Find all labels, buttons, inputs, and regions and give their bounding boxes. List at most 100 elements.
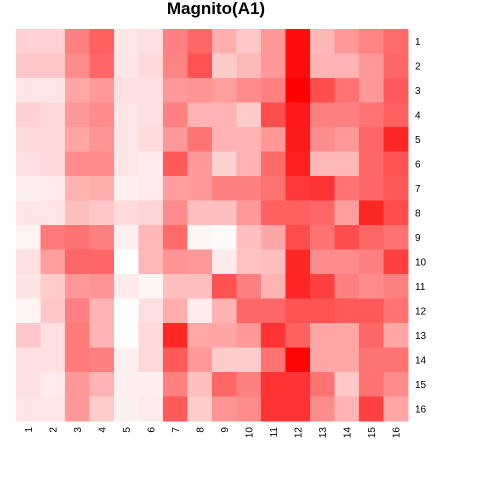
heatmap-cell xyxy=(138,127,164,152)
column-tick-label: 6 xyxy=(146,427,157,433)
heatmap-cell xyxy=(40,372,66,397)
heatmap-cell xyxy=(212,78,237,103)
heatmap-cell xyxy=(334,29,360,54)
heatmap-cell xyxy=(187,102,213,128)
heatmap-cell xyxy=(383,225,409,250)
heatmap-cell xyxy=(138,396,164,422)
heatmap-cell xyxy=(310,127,335,152)
row-tick-label: 5 xyxy=(415,135,421,146)
heatmap-cell xyxy=(187,176,213,201)
heatmap-cell xyxy=(40,78,66,103)
heatmap-cell xyxy=(163,323,188,348)
heatmap-cell xyxy=(310,200,335,226)
row-tick-label: 11 xyxy=(415,282,426,293)
row-tick-label: 12 xyxy=(415,306,427,317)
column-tick-label: 16 xyxy=(391,427,402,439)
heatmap-cell xyxy=(334,78,360,103)
heatmap-cell xyxy=(261,396,286,422)
heatmap-cell xyxy=(114,249,139,275)
heatmap-cell xyxy=(261,249,286,275)
heatmap-cell xyxy=(285,323,311,348)
heatmap-cell xyxy=(236,396,262,422)
heatmap-cell xyxy=(187,396,213,422)
heatmap-cell xyxy=(163,249,188,275)
heatmap-cell xyxy=(16,102,41,128)
heatmap-cell xyxy=(359,323,384,348)
heatmap-cell xyxy=(65,372,90,397)
heatmap-cell xyxy=(261,29,286,54)
heatmap-cell xyxy=(16,151,41,177)
heatmap-cell xyxy=(187,372,213,397)
heatmap-cell xyxy=(114,29,139,54)
heatmap-cell xyxy=(40,298,66,324)
heatmap-cell xyxy=(40,396,66,422)
heatmap-cell xyxy=(40,323,66,348)
heatmap-cell xyxy=(187,323,213,348)
heatmap-cell xyxy=(212,151,237,177)
heatmap-cell xyxy=(138,102,164,128)
heatmap-cell xyxy=(212,396,237,422)
column-tick-label: 8 xyxy=(195,427,206,433)
heatmap-cell xyxy=(16,396,41,422)
heatmap-cell xyxy=(163,102,188,128)
heatmap-cell xyxy=(261,151,286,177)
row-tick-label: 2 xyxy=(415,61,421,72)
heatmap-cell xyxy=(383,372,409,397)
heatmap-cell xyxy=(187,78,213,103)
row-tick-label: 6 xyxy=(415,159,421,170)
heatmap-cell xyxy=(16,372,41,397)
heatmap-cell xyxy=(65,176,90,201)
heatmap-cell xyxy=(285,53,311,79)
heatmap-cell xyxy=(383,249,409,275)
heatmap-cell xyxy=(16,127,41,152)
heatmap-cell xyxy=(187,29,213,54)
heatmap-cell xyxy=(138,323,164,348)
heatmap-cell xyxy=(40,249,66,275)
heatmap-cell xyxy=(114,396,139,422)
heatmap-cell xyxy=(212,225,237,250)
heatmap-cell xyxy=(89,225,115,250)
heatmap-cell xyxy=(359,29,384,54)
heatmap-cell xyxy=(236,249,262,275)
heatmap-cell xyxy=(89,200,115,226)
heatmap-cell xyxy=(89,396,115,422)
heatmap-cell xyxy=(310,249,335,275)
heatmap-cell xyxy=(261,200,286,226)
heatmap-cell xyxy=(359,347,384,373)
column-tick-label: 3 xyxy=(73,427,84,433)
heatmap-cell xyxy=(383,200,409,226)
heatmap-cell xyxy=(40,225,66,250)
heatmap-cell xyxy=(163,396,188,422)
heatmap-cell xyxy=(163,347,188,373)
heatmap-cell xyxy=(16,53,41,79)
heatmap-cell xyxy=(40,151,66,177)
heatmap-cell xyxy=(40,102,66,128)
heatmap-cell xyxy=(383,323,409,348)
heatmap-cell xyxy=(334,127,360,152)
heatmap-cell xyxy=(261,372,286,397)
row-tick-label: 10 xyxy=(415,257,427,268)
column-tick-label: 4 xyxy=(97,427,108,433)
heatmap-cell xyxy=(65,274,90,299)
heatmap-cell xyxy=(163,53,188,79)
heatmap-cell xyxy=(138,53,164,79)
heatmap-cell xyxy=(310,323,335,348)
heatmap-cell xyxy=(310,53,335,79)
heatmap-cell xyxy=(236,53,262,79)
row-tick-label: 1 xyxy=(415,37,421,48)
heatmap-cell xyxy=(138,372,164,397)
heatmap-cell xyxy=(236,78,262,103)
heatmap-cell xyxy=(383,151,409,177)
heatmap-cell xyxy=(163,225,188,250)
heatmap-cell xyxy=(310,396,335,422)
heatmap-cell xyxy=(65,53,90,79)
heatmap-cell xyxy=(212,372,237,397)
heatmap-cell xyxy=(285,274,311,299)
heatmap-cell xyxy=(89,176,115,201)
heatmap-cell xyxy=(138,176,164,201)
heatmap-cell xyxy=(40,176,66,201)
heatmap-cell xyxy=(114,53,139,79)
heatmap-cell xyxy=(310,102,335,128)
heatmap-cell xyxy=(236,176,262,201)
